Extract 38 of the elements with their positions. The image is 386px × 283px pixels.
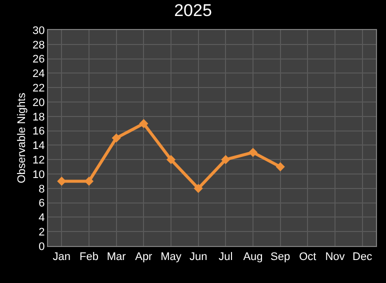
chart-title: 2025 [174,1,212,20]
x-tick-label: Nov [325,251,346,264]
y-tick-label: 28 [32,39,45,52]
y-tick-label: 18 [32,111,45,124]
x-tick-label: Feb [80,251,98,264]
y-tick-label: 14 [32,140,45,152]
y-tick-label: 24 [32,68,45,80]
y-tick-label: 26 [32,54,45,66]
y-axis-title: Observable Nights [16,92,28,184]
y-tick-label: 20 [32,96,45,109]
x-tick-label: Jun [189,251,208,264]
x-tick-label: Jan [52,251,71,264]
x-tick-label: Dec [352,251,373,264]
point [221,155,230,164]
point [84,176,94,186]
x-tick-label: Mar [106,251,126,264]
point [276,162,285,172]
x-tick-label: Sep [270,251,290,264]
x-tick-label: Oct [299,251,316,264]
y-tick-label: 2 [38,226,45,238]
x-tick-label: Aug [243,251,263,264]
point [166,155,176,164]
x-tick-label: Jul [218,251,233,264]
x-tick-label: Apr [135,251,153,264]
y-tick-label: 6 [38,198,45,210]
x-tick-label: May [160,251,182,264]
y-tick-label: 0 [38,240,45,253]
y-tick-label: 10 [32,168,45,181]
y-tick-label: 12 [32,154,45,166]
point [194,184,203,193]
point [112,133,121,143]
y-tick-label: 30 [32,24,45,37]
y-tick-label: 22 [32,82,45,94]
point [248,148,258,157]
y-tick-label: 4 [38,212,45,224]
y-tick-label: 16 [32,126,45,138]
point [139,119,148,128]
y-tick-label: 8 [38,183,45,196]
